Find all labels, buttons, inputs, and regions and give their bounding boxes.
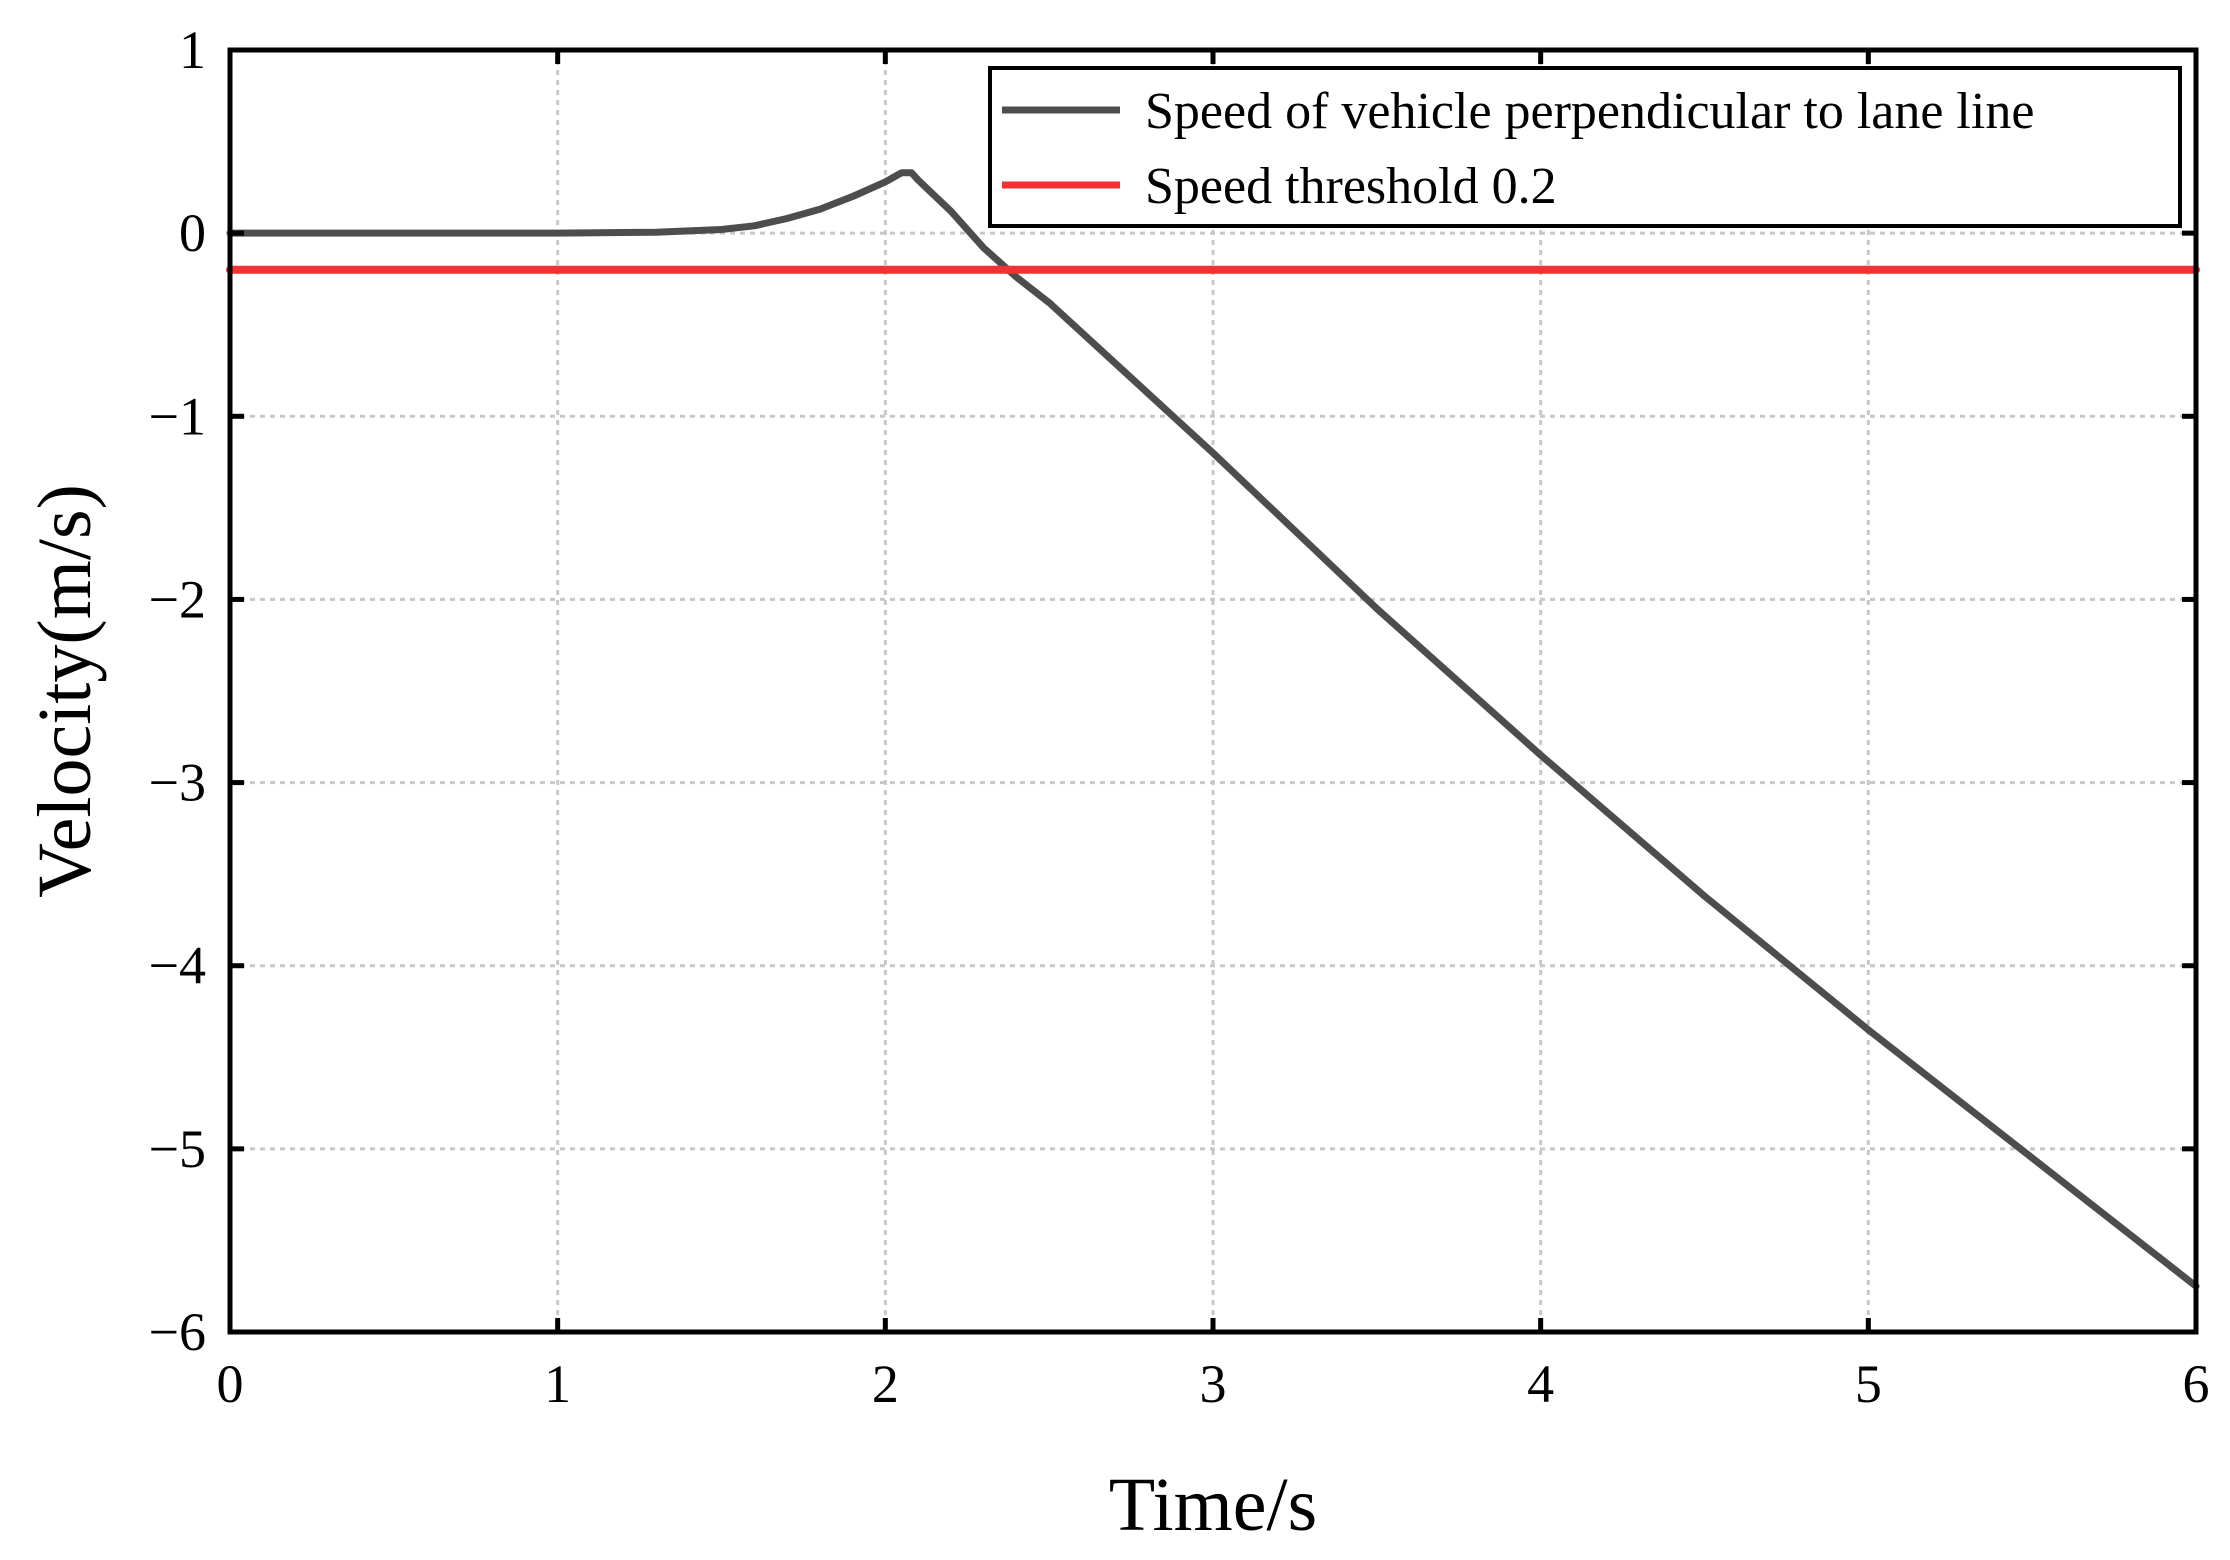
x-tick-label: 1 bbox=[544, 1354, 571, 1414]
y-axis-title: Velocity(m/s) bbox=[23, 484, 107, 898]
tick-labels-layer: 0 1 2 3 4 5 6 1 0 −1 −2 −3 −4 −5 −6 bbox=[149, 20, 2210, 1414]
y-tick-label: −2 bbox=[149, 569, 206, 629]
x-tick-label: 4 bbox=[1527, 1354, 1554, 1414]
y-tick-label: 0 bbox=[179, 203, 206, 263]
x-axis-title: Time/s bbox=[1109, 1463, 1317, 1547]
x-tick-label: 3 bbox=[1200, 1354, 1227, 1414]
y-tick-label: −6 bbox=[149, 1302, 206, 1362]
series-line-vehicle-speed bbox=[226, 169, 2200, 1290]
x-tick-label: 0 bbox=[217, 1354, 244, 1414]
x-tick-label: 6 bbox=[2183, 1354, 2210, 1414]
legend-box bbox=[988, 66, 2182, 228]
legend-label-vehicle-speed: Speed of vehicle perpendicular to lane l… bbox=[1145, 83, 2034, 140]
grid-layer bbox=[230, 50, 2196, 1332]
x-tick-label: 5 bbox=[1855, 1354, 1882, 1414]
plot-frame bbox=[227, 47, 2199, 1335]
legend: Speed of vehicle perpendicular to lane l… bbox=[988, 66, 2182, 228]
y-tick-label: −4 bbox=[149, 936, 206, 996]
y-tick-label: 1 bbox=[179, 20, 206, 80]
x-tick-label: 2 bbox=[872, 1354, 899, 1414]
y-tick-label: −5 bbox=[149, 1119, 206, 1179]
series-layer bbox=[226, 169, 2200, 1290]
y-tick-label: −1 bbox=[149, 386, 206, 446]
legend-label-speed-threshold: Speed threshold 0.2 bbox=[1145, 158, 1557, 215]
y-tick-label: −3 bbox=[149, 753, 206, 813]
